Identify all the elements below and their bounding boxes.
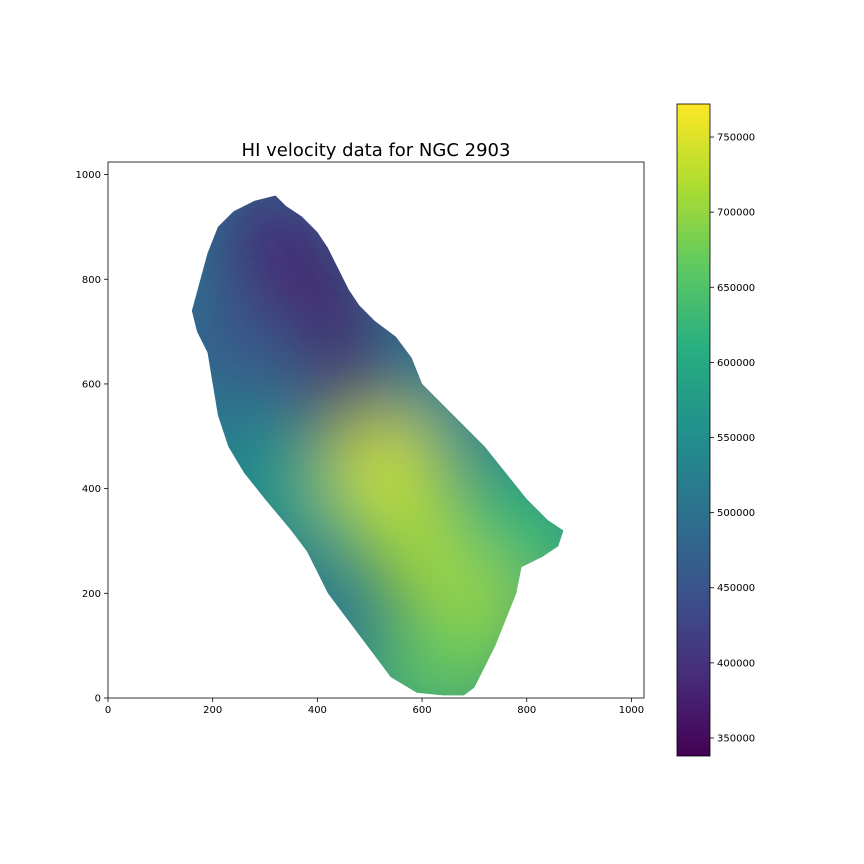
colorbar-tick-label: 550000 bbox=[717, 433, 755, 444]
colorbar-tick-label: 400000 bbox=[717, 658, 755, 669]
velocity-map bbox=[191, 195, 564, 696]
y-tick-label: 800 bbox=[82, 275, 101, 286]
y-tick-label: 1000 bbox=[76, 170, 101, 181]
y-tick-label: 600 bbox=[82, 379, 101, 390]
velocity-point-18 bbox=[367, 622, 478, 696]
colorbar-tick-label: 450000 bbox=[717, 583, 755, 594]
colorbar-tick-label: 700000 bbox=[717, 208, 755, 219]
colorbar: 350000 400000 450000 500000 550000 600000 6500… bbox=[676, 103, 755, 757]
velocity-point-16 bbox=[497, 485, 564, 596]
chart-title: HI velocity data for NGC 2903 bbox=[242, 140, 511, 161]
x-tick-label: 1000 bbox=[619, 705, 644, 716]
x-axis: 0 200 400 600 800 1000 bbox=[105, 698, 644, 716]
velocity-point-6 bbox=[210, 328, 321, 439]
colorbar-tick-label: 750000 bbox=[717, 133, 755, 144]
colorbar-tick-label: 500000 bbox=[717, 508, 755, 519]
x-tick-label: 200 bbox=[203, 705, 222, 716]
x-tick-label: 800 bbox=[517, 705, 536, 716]
colorbar-tick-label: 600000 bbox=[717, 358, 755, 369]
x-tick-label: 600 bbox=[413, 705, 432, 716]
colorbar-tick-label: 350000 bbox=[717, 733, 755, 744]
plot-frame bbox=[107, 161, 645, 699]
plot-area: 0 200 400 600 800 1000 0 200 400 600 800 1000 bbox=[76, 161, 645, 716]
colorbar-tick-label: 650000 bbox=[717, 283, 755, 294]
y-tick-label: 400 bbox=[82, 484, 101, 495]
y-tick-label: 0 bbox=[95, 694, 101, 705]
x-tick-label: 0 bbox=[105, 705, 111, 716]
colorbar-gradient bbox=[676, 103, 711, 757]
x-tick-label: 400 bbox=[308, 705, 327, 716]
y-tick-label: 200 bbox=[82, 589, 101, 600]
y-axis: 0 200 400 600 800 1000 bbox=[76, 170, 108, 705]
